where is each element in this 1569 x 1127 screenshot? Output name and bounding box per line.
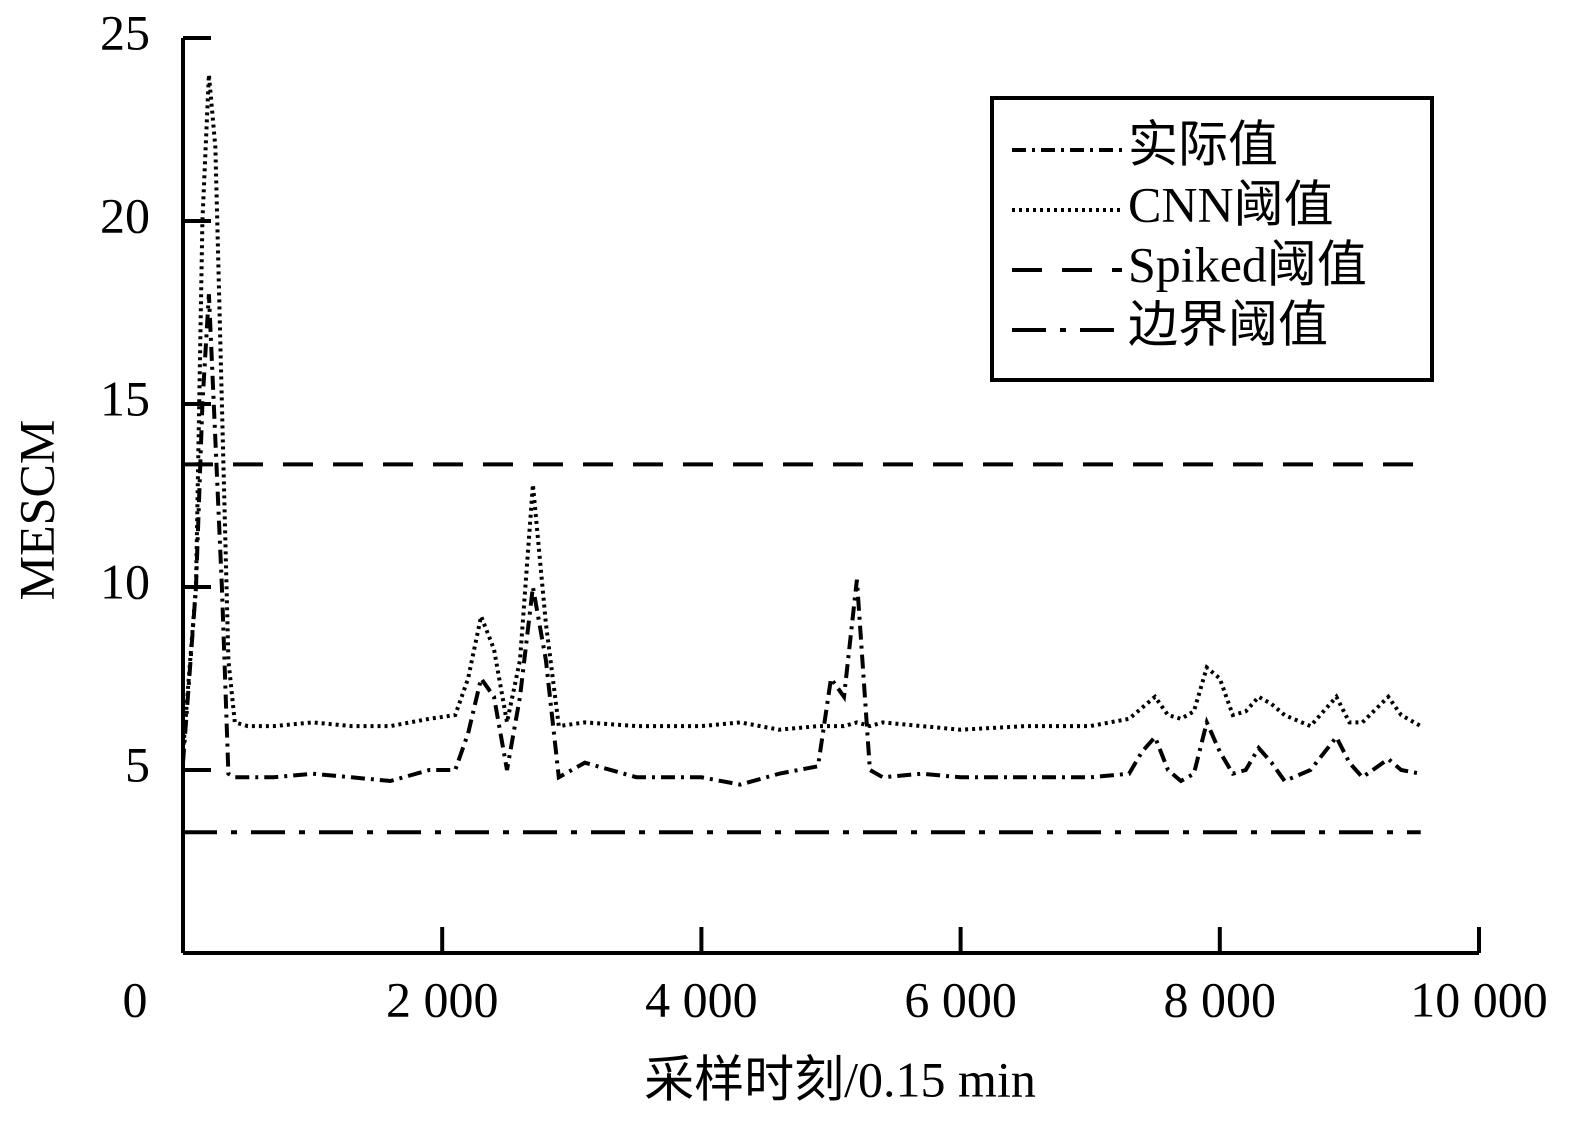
- legend-label: CNN阈值: [1128, 176, 1334, 232]
- series-line: [181, 294, 1422, 787]
- legend-box: [990, 96, 1434, 382]
- x-tick-label: 8 000: [1164, 971, 1277, 1027]
- x-axis-label: 采样时刻/0.15 min: [644, 1051, 1036, 1107]
- x-tick-label: 6 000: [904, 971, 1017, 1027]
- legend-label: 边界阈值: [1128, 296, 1328, 352]
- legend-label: 实际值: [1128, 116, 1278, 172]
- legend-label: Spiked阈值: [1128, 236, 1367, 292]
- y-tick-label: 15: [100, 370, 150, 426]
- x-tick-label: 2 000: [386, 971, 499, 1027]
- y-tick-label: 5: [125, 736, 150, 792]
- y-tick-label: 10: [100, 553, 150, 609]
- x-tick-label: 0: [123, 971, 148, 1027]
- x-tick-label: 10 000: [1410, 971, 1548, 1027]
- y-axis-label: MESCM: [8, 420, 64, 601]
- y-tick-label: 25: [100, 4, 150, 60]
- x-tick-label: 4 000: [645, 971, 758, 1027]
- y-tick-label: 20: [100, 187, 150, 243]
